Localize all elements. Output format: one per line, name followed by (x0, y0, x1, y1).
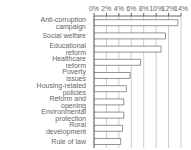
svg-text:2%: 2% (101, 5, 111, 12)
html-text:policies: policies (62, 88, 86, 96)
svg-text:4%: 4% (114, 5, 124, 12)
svg-text:10%: 10% (149, 5, 164, 12)
svg-text:6%: 6% (126, 5, 136, 12)
html-text:Environmental: Environmental (41, 108, 86, 115)
svg-text:Healthcarereform: Healthcarereform (52, 55, 86, 69)
html-text:Reform and: Reform and (49, 94, 86, 102)
svg-text:14%: 14% (174, 5, 183, 12)
html-text:opening: opening (61, 101, 86, 109)
svg-text:Ruraldevelopment: Ruraldevelopment (46, 121, 87, 136)
svg-text:Povertyissues: Povertyissues (62, 68, 86, 82)
svg-text:Educationalreform: Educationalreform (49, 42, 86, 56)
html-text:protection: protection (55, 115, 86, 122)
svg-text:8%: 8% (139, 5, 149, 12)
svg-text:Social welfare: Social welfare (42, 32, 86, 39)
svg-text:Anti-corruptioncampaign: Anti-corruptioncampaign (40, 16, 86, 31)
svg-text:12%: 12% (161, 5, 176, 12)
svg-text:Rule of law: Rule of law (51, 138, 87, 145)
svg-text:0%: 0% (89, 5, 99, 12)
html-text:Housing-related: Housing-related (36, 81, 86, 89)
